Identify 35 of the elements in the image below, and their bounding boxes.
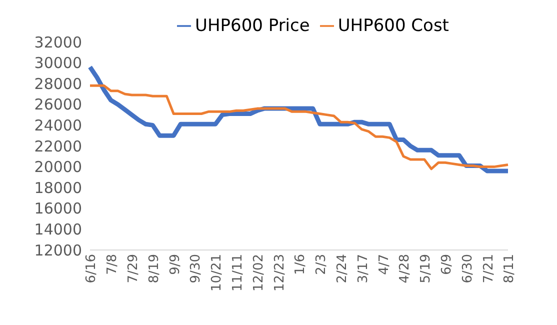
x-tick-label: 4/7: [376, 254, 392, 275]
x-tick-label: 8/19: [146, 254, 162, 284]
x-tick-label: 8/11: [502, 254, 518, 284]
x-tick-label: 6/30: [460, 254, 476, 284]
x-tick-label: 4/28: [398, 254, 413, 284]
x-tick-label: 7/8: [105, 254, 120, 275]
y-tick-label: 26000: [34, 96, 82, 114]
x-tick-label: 1/6: [293, 254, 308, 275]
y-tick-label: 16000: [34, 200, 82, 218]
legend-label: UHP600 Price: [195, 16, 310, 36]
line-series: [88, 84, 510, 170]
y-tick-label: 14000: [34, 220, 82, 239]
y-tick-label: 20000: [34, 158, 82, 176]
y-tick-label: 24000: [34, 116, 82, 135]
x-tick-label: 2/24: [335, 254, 350, 284]
x-tick-label: 6/9: [440, 254, 455, 275]
x-tick-label: 11/11: [230, 254, 246, 292]
y-tick-label: 32000: [34, 33, 82, 52]
y-tick-label: 28000: [34, 74, 82, 93]
legend-label: UHP600 Cost: [338, 16, 449, 36]
x-tick-label: 3/17: [356, 254, 371, 284]
y-tick-label: 12000: [34, 241, 82, 260]
x-tick-label: 7/29: [126, 254, 142, 284]
x-tick-label: 5/19: [418, 254, 434, 284]
x-tick-label: 12/23: [272, 254, 288, 292]
x-tick-label: 7/21: [481, 254, 496, 284]
x-tick-label: 9/9: [168, 254, 183, 275]
x-tick-label: 10/21: [210, 254, 225, 292]
y-tick-label: 18000: [34, 178, 82, 197]
x-tick-label: 9/30: [188, 254, 204, 284]
y-tick-label: 22000: [34, 137, 82, 156]
x-tick-label: 12/02: [251, 254, 266, 292]
x-tick-label: 6/16: [84, 254, 100, 284]
y-tick-label: 30000: [34, 54, 82, 72]
x-tick-label: 2/3: [314, 254, 330, 275]
